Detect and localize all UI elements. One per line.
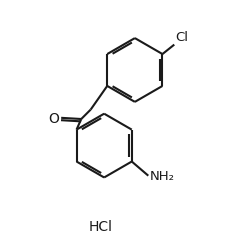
- Text: NH₂: NH₂: [149, 170, 174, 182]
- Text: Cl: Cl: [175, 31, 188, 44]
- Text: HCl: HCl: [89, 219, 113, 233]
- Text: O: O: [49, 111, 59, 125]
